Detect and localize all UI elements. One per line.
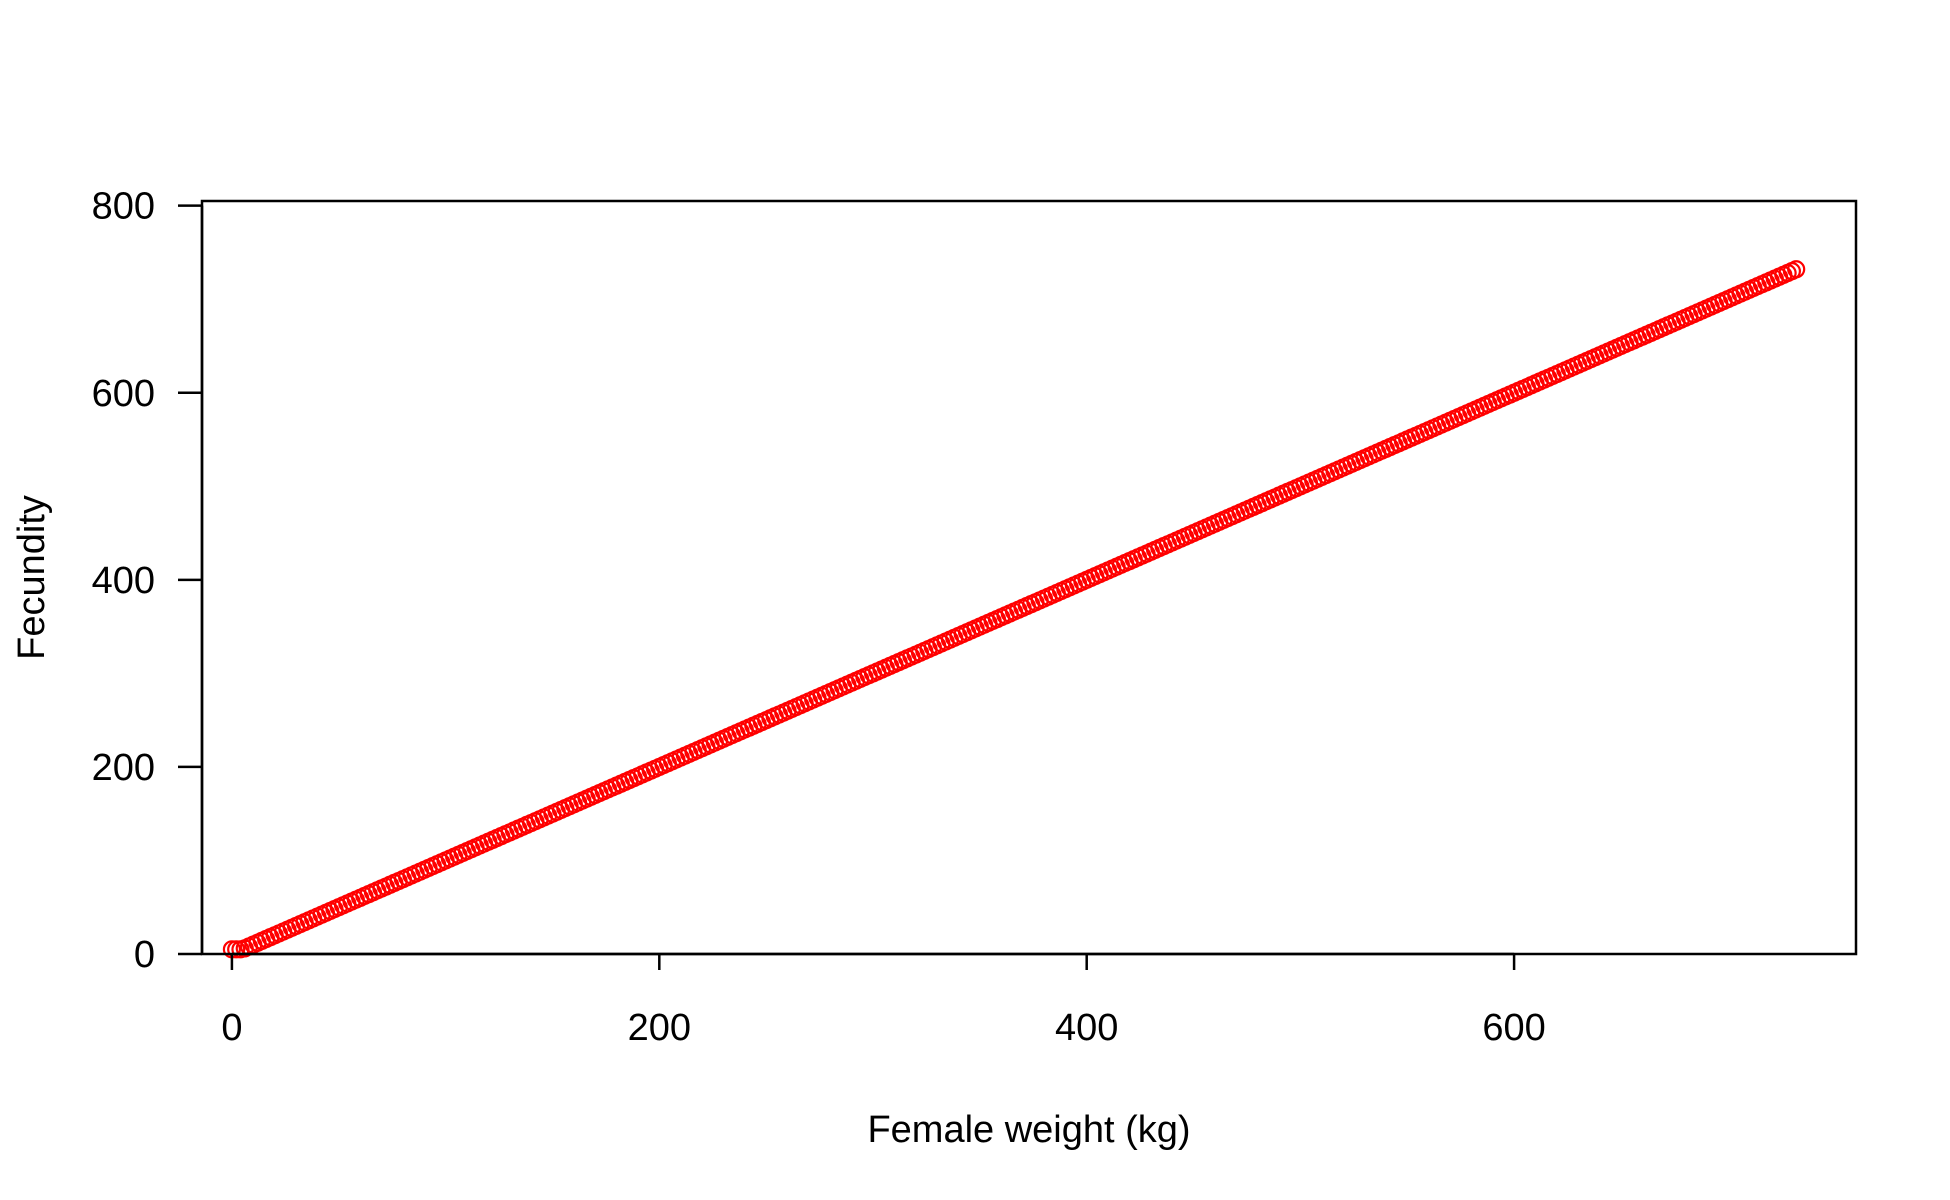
data-point xyxy=(1787,260,1806,279)
y-tick-label: 400 xyxy=(92,560,155,602)
y-axis: 0 200 400 600 800 xyxy=(92,186,204,976)
x-tick-label: 0 xyxy=(221,1007,242,1049)
y-tick-label: 0 xyxy=(134,934,155,976)
data-points xyxy=(222,260,1806,959)
y-tick-label: 200 xyxy=(92,747,155,789)
x-tick-label: 600 xyxy=(1482,1007,1545,1049)
x-tick-label: 200 xyxy=(628,1007,691,1049)
x-axis-title: Female weight (kg) xyxy=(867,1109,1190,1151)
y-axis-title: Fecundity xyxy=(11,495,53,660)
y-tick-label: 600 xyxy=(92,373,155,415)
y-tick-label: 800 xyxy=(92,186,155,228)
x-axis: 0 200 400 600 xyxy=(221,952,1546,1049)
x-tick-label: 400 xyxy=(1055,1007,1118,1049)
